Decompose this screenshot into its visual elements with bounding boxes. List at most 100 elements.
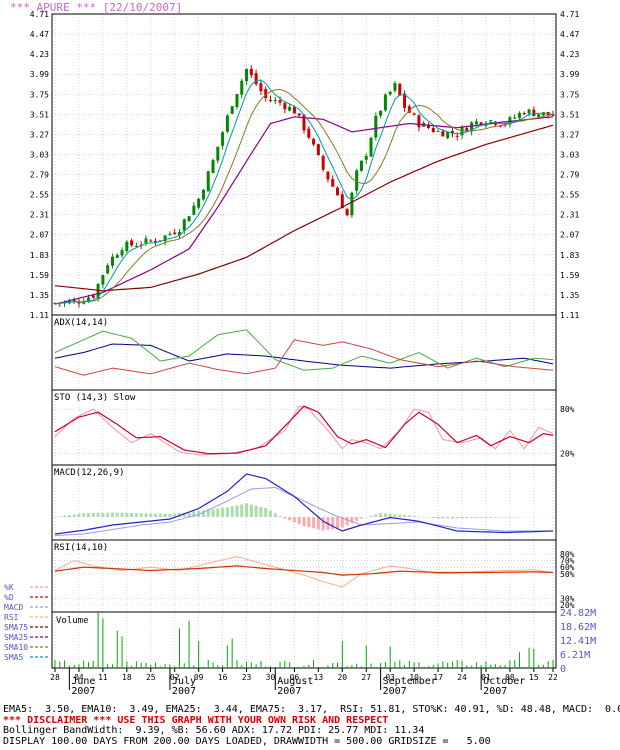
month-label: September: [383, 676, 437, 687]
series-mdi-line: [54, 339, 554, 376]
x-tick-label: 18: [122, 673, 132, 682]
price-axis-label-right: 3.27: [560, 130, 579, 139]
macd-histogram-bar: [158, 513, 162, 517]
candle-body: [326, 171, 330, 180]
candle-body: [364, 155, 368, 160]
macd-histogram-bar: [187, 512, 191, 517]
candle-body: [355, 170, 359, 191]
candle-body: [187, 216, 191, 222]
candle-body: [245, 68, 249, 82]
macd-histogram-bar: [302, 517, 306, 526]
candle-body: [182, 219, 186, 231]
candle-body: [96, 283, 100, 299]
candle-body: [455, 135, 459, 137]
panel-adx-frame: [51, 314, 557, 391]
candle-body: [302, 114, 306, 131]
price-axis-label-left: 3.03: [30, 150, 49, 159]
macd-histogram-bar: [307, 517, 311, 528]
rsi-axis-label: 80%: [560, 550, 575, 559]
macd-histogram-bar: [134, 513, 138, 517]
candle-body: [321, 156, 325, 170]
x-tick-label: 10: [409, 673, 419, 682]
candle-body: [465, 128, 469, 131]
x-tick-label: 16: [218, 673, 228, 682]
candle-body: [460, 127, 464, 136]
macd-histogram-bar: [268, 510, 272, 517]
macd-histogram-bar: [479, 517, 483, 518]
x-tick-label: 15: [529, 673, 539, 682]
candle-body: [197, 198, 201, 208]
price-axis-label-left: 1.59: [30, 271, 49, 280]
macd-histogram-bar: [273, 513, 277, 517]
macd-histogram-bar: [163, 513, 167, 517]
price-axis-label-right: 1.83: [560, 251, 579, 260]
panel-rsi-frame: [51, 539, 557, 613]
macd-histogram-bar: [450, 517, 454, 519]
macd-histogram-bar: [201, 510, 205, 517]
candle-body: [508, 117, 512, 125]
macd-histogram-bar: [340, 517, 344, 528]
volume-axis-label: 12.41M: [560, 636, 596, 647]
candle-body: [278, 100, 282, 103]
candle-body: [412, 113, 416, 115]
price-axis-label-right: 2.31: [560, 211, 579, 220]
macd-histogram-bar: [259, 506, 263, 517]
macd-histogram-bar: [498, 517, 502, 518]
candle-body: [77, 301, 81, 304]
candle-body: [206, 171, 210, 192]
price-axis-label-right: 3.99: [560, 70, 579, 79]
candle-body: [336, 187, 340, 196]
price-axis-label-left: 1.35: [30, 291, 49, 300]
legend-label: MACD: [4, 603, 23, 612]
macd-histogram-bar: [422, 517, 426, 518]
macd-histogram-bar: [96, 512, 100, 517]
chart-title: *** APURE *** [22/10/2007]: [10, 1, 182, 14]
macd-histogram-bar: [106, 512, 110, 517]
chart-labels: 28 04 11 18 25 02 09 16 23 30 06 13 20 27 03 10 17 24 01 08…: [4, 10, 596, 697]
price-axis-label-left: 2.55: [30, 191, 49, 200]
candle-body: [201, 189, 205, 200]
x-tick-label: 13: [314, 673, 324, 682]
series-rsi-line: [54, 565, 554, 576]
macd-histogram-bar: [211, 509, 215, 517]
month-label: October: [483, 676, 525, 687]
disclaimer-text: *** DISCLAIMER *** USE THIS GRAPH WITH Y…: [3, 714, 389, 726]
candle-body: [230, 106, 234, 114]
price-axis-label-right: 2.07: [560, 231, 579, 240]
x-tick-label: 20: [337, 673, 347, 682]
x-tick-label: 23: [242, 673, 252, 682]
year-label: 2007: [383, 686, 407, 697]
candle-body: [427, 124, 430, 129]
macd-histogram-bar: [484, 517, 488, 518]
macd-histogram-bar: [551, 517, 555, 518]
macd-histogram-bar: [465, 517, 469, 519]
price-axis-label-left: 3.75: [30, 90, 49, 99]
macd-histogram-bar: [101, 512, 105, 517]
macd-histogram-bar: [139, 513, 143, 517]
candle-body: [134, 245, 138, 247]
x-tick-label: 04: [74, 673, 84, 682]
macd-histogram-bar: [77, 513, 81, 517]
volume-axis-label: 0: [560, 664, 566, 675]
rsi-axis-label: 70%: [560, 557, 575, 566]
macd-histogram-bar: [168, 514, 172, 517]
candle-body: [450, 131, 454, 134]
sma25-line: [54, 116, 554, 305]
candle-body: [345, 209, 349, 216]
panel-vol-frame: [51, 611, 557, 669]
candle-body: [249, 68, 253, 76]
macd-histogram-bar: [130, 513, 134, 517]
candle-body: [216, 146, 220, 161]
macd-histogram-bar: [455, 517, 459, 519]
volume-axis-label: 24.82M: [560, 608, 596, 619]
macd-histogram-bar: [441, 517, 445, 519]
rsi-axis-label: 30%: [560, 594, 575, 603]
candle-body: [379, 110, 383, 116]
candle-body: [82, 302, 86, 304]
x-tick-label: 28: [50, 673, 60, 682]
macd-histogram-bar: [316, 517, 320, 530]
x-tick-label: 06: [290, 673, 300, 682]
price-axis-label-left: 3.99: [30, 70, 49, 79]
macd-histogram-bar: [355, 517, 359, 521]
x-tick-label: 30: [266, 673, 276, 682]
